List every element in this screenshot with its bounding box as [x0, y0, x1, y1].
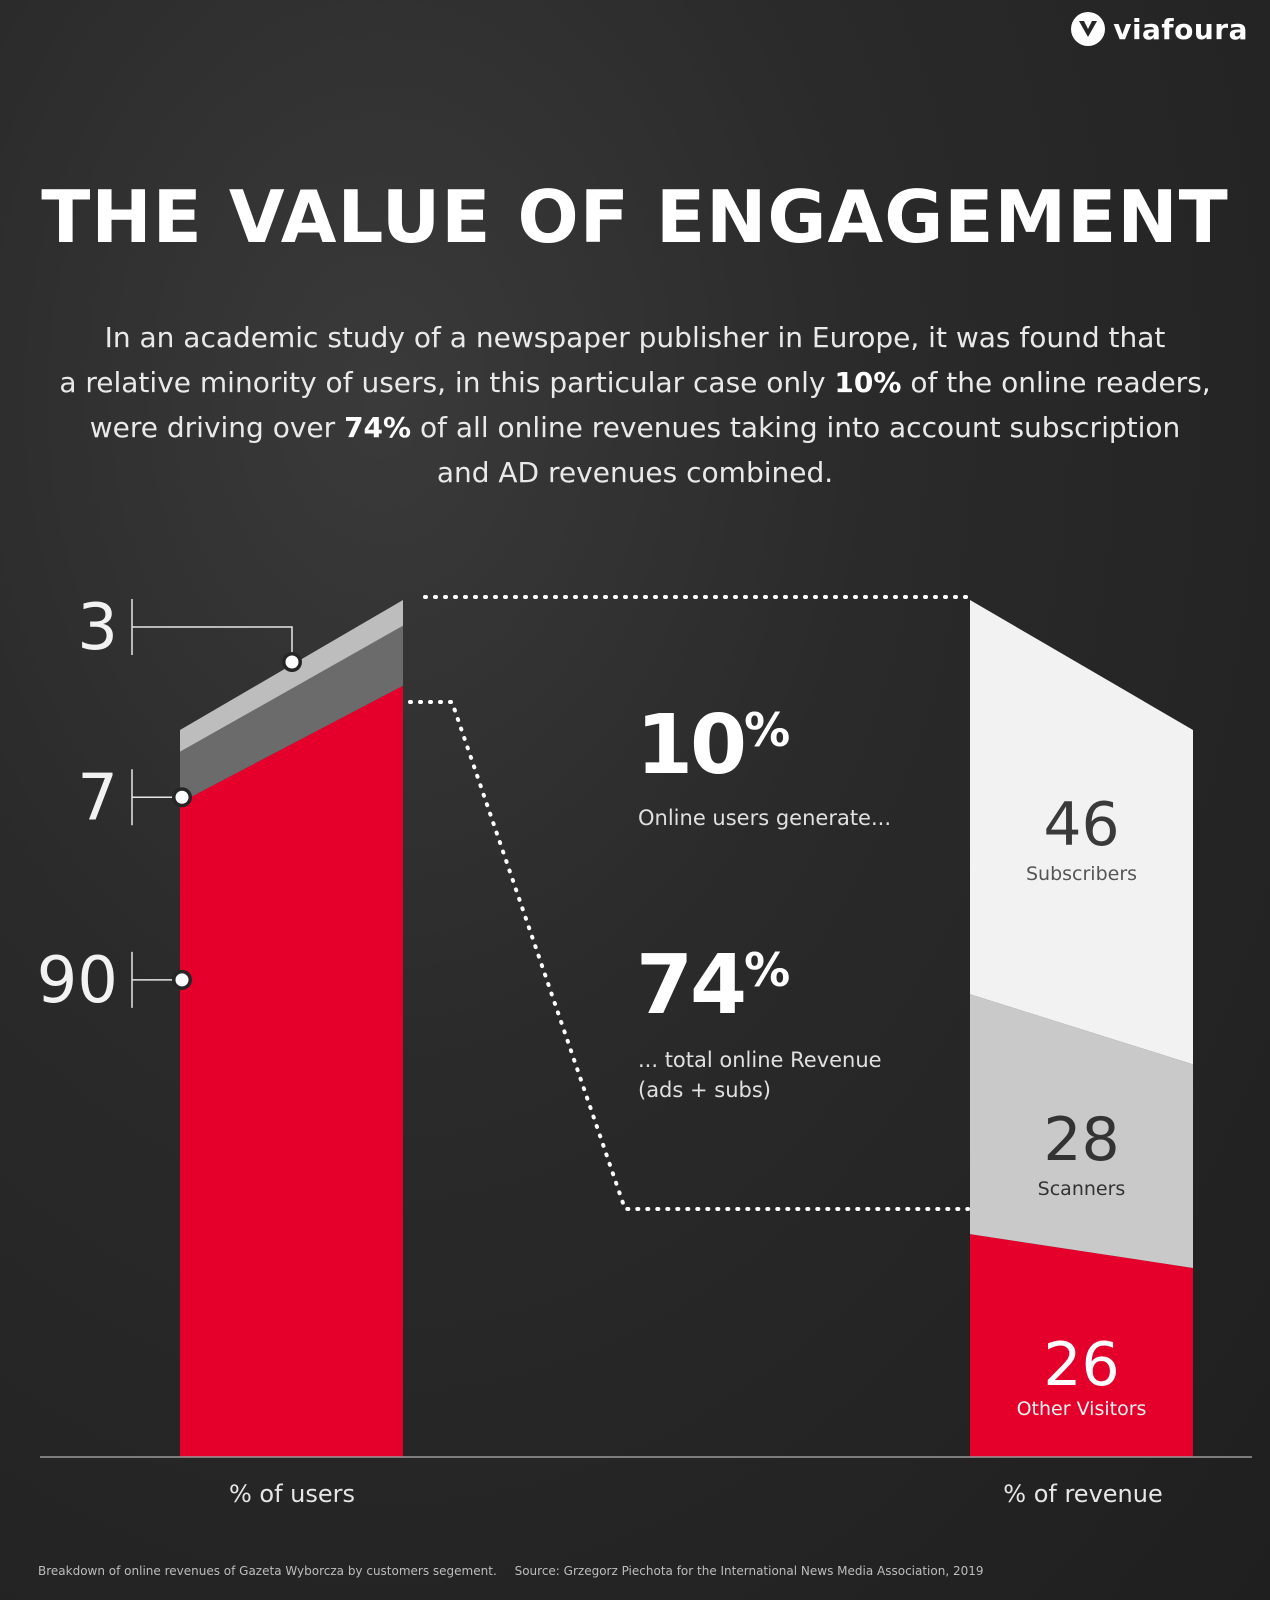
revenue-bar	[970, 600, 1193, 1457]
revenue-category-label-2: Subscribers	[1026, 863, 1137, 885]
footer-source: Source: Grzegorz Piechota for the Intern…	[514, 1564, 984, 1578]
revenue-value-label-1: 28	[1043, 1105, 1119, 1175]
users-leader-line-2	[132, 626, 293, 662]
intro-line-2: a relative minority of users, in this pa…	[59, 366, 1211, 399]
connector-bottom	[408, 700, 970, 1211]
revenue-value-label-2: 46	[1043, 790, 1119, 860]
users-bar	[180, 600, 403, 1457]
stat-ten-percent: 10%	[636, 698, 791, 793]
page-title: THE VALUE OF ENGAGEMENT	[41, 175, 1229, 259]
users-axis-label: % of users	[228, 1480, 356, 1508]
footer: Breakdown of online revenues of Gazeta W…	[38, 1564, 984, 1578]
left-labels: 90 7 3	[37, 591, 302, 1018]
stat-ten-caption: Online users generate...	[638, 806, 891, 830]
revenue-axis-label: % of revenue	[1003, 1480, 1163, 1508]
stat-seventy-four-caption: ... total online Revenue (ads + subs)	[638, 1048, 882, 1102]
users-value-label-1: 7	[77, 761, 118, 835]
users-segment-0	[180, 685, 403, 1457]
viafoura-v-logo-icon	[1071, 12, 1106, 46]
users-leader-dot-2	[285, 655, 299, 669]
intro-line-1: In an academic study of a newspaper publ…	[104, 321, 1166, 354]
revenue-segment-1	[970, 994, 1193, 1268]
footer-note: Breakdown of online revenues of Gazeta W…	[38, 1564, 497, 1578]
brand-logo: viafoura	[1071, 12, 1248, 46]
revenue-segment-2	[970, 600, 1193, 1065]
users-leader-dot-0	[175, 973, 189, 987]
users-segment-1	[180, 625, 403, 803]
revenue-value-label-0: 26	[1043, 1330, 1119, 1400]
revenue-segment-0	[970, 1234, 1193, 1457]
stat-seventy-four-percent: 74%	[636, 938, 791, 1033]
intro-line-3: were driving over 74% of all online reve…	[89, 411, 1181, 444]
users-leader-dot-1	[175, 790, 189, 804]
intro-line-4: and AD revenues combined.	[436, 456, 834, 489]
users-value-label-0: 90	[37, 944, 118, 1018]
brand-name: viafoura	[1113, 12, 1248, 46]
revenue-category-label-0: Other Visitors	[1017, 1398, 1147, 1420]
users-segment-2	[180, 600, 403, 752]
users-value-label-2: 3	[77, 591, 118, 665]
intro-text: In an academic study of a newspaper publ…	[40, 315, 1230, 495]
revenue-category-label-1: Scanners	[1038, 1178, 1126, 1200]
